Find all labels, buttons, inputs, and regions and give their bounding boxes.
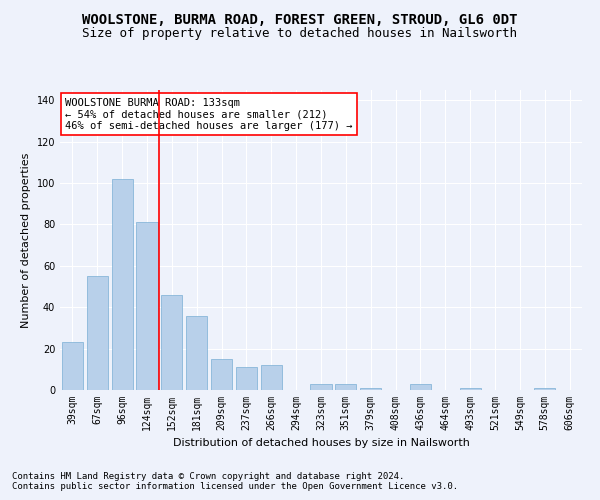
Text: WOOLSTONE BURMA ROAD: 133sqm
← 54% of detached houses are smaller (212)
46% of s: WOOLSTONE BURMA ROAD: 133sqm ← 54% of de… [65,98,353,130]
Bar [261,365,282,390]
Bar [534,388,555,390]
Bar [161,295,182,390]
Bar [112,179,133,390]
Bar [460,388,481,390]
Bar [136,222,158,390]
Bar [410,384,431,390]
Bar [310,384,332,390]
Bar [62,342,83,390]
Y-axis label: Number of detached properties: Number of detached properties [21,152,31,328]
Text: WOOLSTONE, BURMA ROAD, FOREST GREEN, STROUD, GL6 0DT: WOOLSTONE, BURMA ROAD, FOREST GREEN, STR… [82,12,518,26]
Bar [186,316,207,390]
Bar [236,367,257,390]
Text: Contains public sector information licensed under the Open Government Licence v3: Contains public sector information licen… [12,482,458,491]
Bar [360,388,381,390]
Text: Size of property relative to detached houses in Nailsworth: Size of property relative to detached ho… [83,28,517,40]
Text: Contains HM Land Registry data © Crown copyright and database right 2024.: Contains HM Land Registry data © Crown c… [12,472,404,481]
X-axis label: Distribution of detached houses by size in Nailsworth: Distribution of detached houses by size … [173,438,469,448]
Bar [87,276,108,390]
Bar [335,384,356,390]
Bar [211,359,232,390]
